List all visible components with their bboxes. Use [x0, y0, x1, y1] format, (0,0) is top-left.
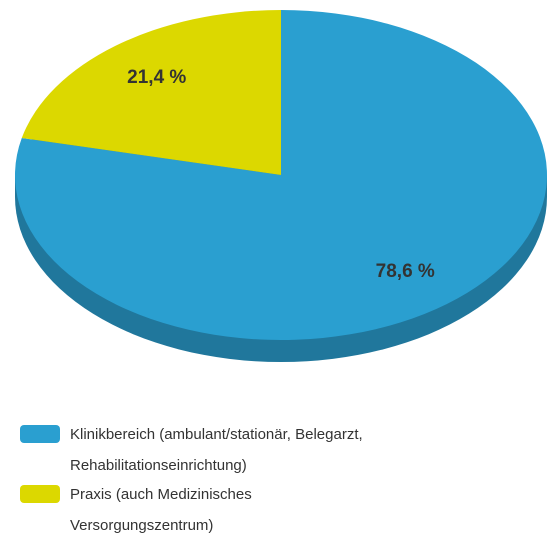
page: {"chart_data": {"type": "pie", "categori… — [15, 10, 547, 534]
legend-swatch — [20, 425, 60, 443]
legend-swatch — [20, 485, 60, 503]
legend-label: Klinikbereich (ambulant/stationär, Beleg… — [70, 426, 363, 474]
pie-slice — [21, 10, 282, 175]
pie-slice — [15, 10, 547, 340]
legend-label: Praxis (auch Medizinisches Versorgungsze… — [70, 486, 252, 534]
chart: 78,6 % 21,4 % — [15, 10, 547, 362]
value-label: 21,4 % — [127, 67, 186, 88]
value-label: 78,6 % — [376, 261, 435, 282]
